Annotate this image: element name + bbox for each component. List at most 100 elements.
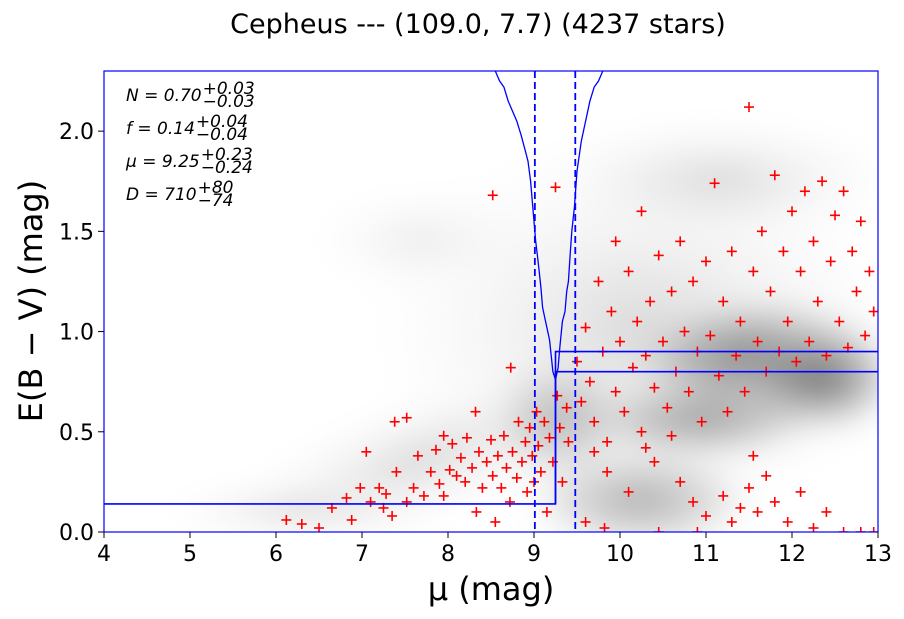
star-point bbox=[860, 330, 871, 341]
annotation-lower-error: −0.03 bbox=[203, 92, 255, 112]
y-axis-label: E(B − V) (mag) bbox=[12, 180, 50, 422]
star-point bbox=[726, 516, 737, 527]
star-point bbox=[812, 296, 823, 307]
y-axis: 0.0 0.5 1.0 1.5 2.0 bbox=[59, 120, 104, 546]
star-point bbox=[748, 450, 759, 461]
y-tick-label: 1.5 bbox=[59, 220, 94, 245]
annotation-lower-error: −0.24 bbox=[201, 158, 253, 178]
star-point bbox=[795, 486, 806, 497]
star-point bbox=[718, 490, 729, 501]
star-point bbox=[447, 438, 458, 449]
plot-area bbox=[104, 71, 878, 532]
star-point bbox=[387, 510, 398, 521]
star-point bbox=[408, 482, 419, 493]
star-point bbox=[808, 522, 819, 532]
star-point bbox=[658, 336, 668, 347]
star-point bbox=[782, 516, 793, 527]
star-point bbox=[744, 482, 754, 493]
star-point bbox=[580, 516, 591, 527]
star-point bbox=[666, 286, 677, 297]
star-point bbox=[602, 466, 613, 477]
star-point bbox=[808, 236, 819, 247]
star-point bbox=[535, 466, 546, 477]
star-point bbox=[868, 527, 878, 532]
star-point bbox=[653, 527, 664, 532]
star-point bbox=[314, 522, 324, 532]
star-point bbox=[804, 336, 815, 347]
star-point bbox=[355, 482, 366, 493]
star-point bbox=[467, 462, 478, 473]
star-point bbox=[434, 478, 445, 489]
star-point bbox=[679, 326, 690, 337]
star-point bbox=[492, 450, 503, 461]
fit-annotation: μ = 9.25 +0.23−0.24 bbox=[125, 145, 253, 178]
star-point bbox=[602, 436, 613, 447]
y-tick-label: 0.0 bbox=[59, 521, 94, 546]
annotation-lower-error: −74 bbox=[198, 191, 234, 211]
star-point bbox=[589, 416, 600, 427]
star-point bbox=[744, 102, 754, 113]
star-point bbox=[610, 386, 621, 397]
star-point bbox=[541, 506, 552, 517]
star-point bbox=[688, 496, 699, 507]
star-point bbox=[487, 470, 498, 481]
annotation-upper-error: +0.03 bbox=[203, 79, 255, 99]
step-model-upper bbox=[554, 350, 878, 504]
x-tick-label: 6 bbox=[269, 542, 283, 567]
y-tick-label: 1.0 bbox=[59, 321, 94, 346]
x-tick-label: 5 bbox=[183, 542, 197, 567]
star-point bbox=[561, 402, 572, 413]
star-point bbox=[752, 336, 763, 347]
density-background bbox=[140, 110, 878, 532]
star-point bbox=[563, 436, 574, 447]
star-point bbox=[739, 386, 750, 397]
star-point bbox=[847, 246, 858, 257]
star-point bbox=[649, 456, 660, 467]
star-point bbox=[504, 496, 515, 507]
annotation-value: μ = 9.25 bbox=[125, 152, 200, 172]
x-axis-label: μ (mag) bbox=[428, 570, 555, 608]
star-point bbox=[593, 276, 604, 287]
star-point bbox=[675, 476, 686, 487]
star-point bbox=[726, 246, 737, 257]
star-point bbox=[505, 362, 516, 373]
star-point bbox=[864, 266, 875, 277]
star-point bbox=[346, 514, 357, 525]
star-point bbox=[709, 178, 720, 189]
star-point bbox=[580, 322, 591, 333]
star-point bbox=[606, 306, 617, 317]
star-point bbox=[830, 210, 840, 221]
star-point bbox=[473, 446, 484, 457]
fit-annotations: N = 0.70 +0.03−0.03f = 0.14 +0.04−0.04μ = … bbox=[125, 79, 255, 211]
x-tick-label: 10 bbox=[606, 542, 634, 567]
star-point bbox=[675, 236, 686, 247]
x-axis: 4 5 6 7 8 9 10 11 12 13 bbox=[97, 532, 892, 567]
star-point bbox=[522, 486, 533, 497]
star-point bbox=[599, 522, 610, 532]
star-point bbox=[501, 462, 512, 473]
star-point bbox=[632, 316, 643, 327]
star-point bbox=[640, 442, 651, 453]
star-point bbox=[851, 286, 862, 297]
star-point bbox=[498, 430, 509, 441]
star-point bbox=[834, 316, 845, 327]
star-point bbox=[444, 464, 455, 475]
star-point bbox=[778, 246, 789, 257]
star-point bbox=[539, 416, 550, 427]
star-point bbox=[401, 496, 412, 507]
annotation-upper-error: +0.04 bbox=[196, 112, 248, 132]
star-point bbox=[782, 316, 793, 327]
star-point bbox=[496, 482, 507, 493]
star-point bbox=[572, 356, 582, 367]
star-point bbox=[520, 436, 531, 447]
star-point bbox=[821, 506, 832, 517]
x-tick-label: 13 bbox=[864, 542, 892, 567]
star-point bbox=[799, 186, 810, 197]
star-point bbox=[765, 286, 776, 297]
star-point bbox=[584, 376, 595, 387]
star-point bbox=[645, 296, 656, 307]
star-point bbox=[649, 382, 660, 393]
star-point bbox=[461, 432, 472, 443]
x-tick-label: 9 bbox=[527, 542, 541, 567]
